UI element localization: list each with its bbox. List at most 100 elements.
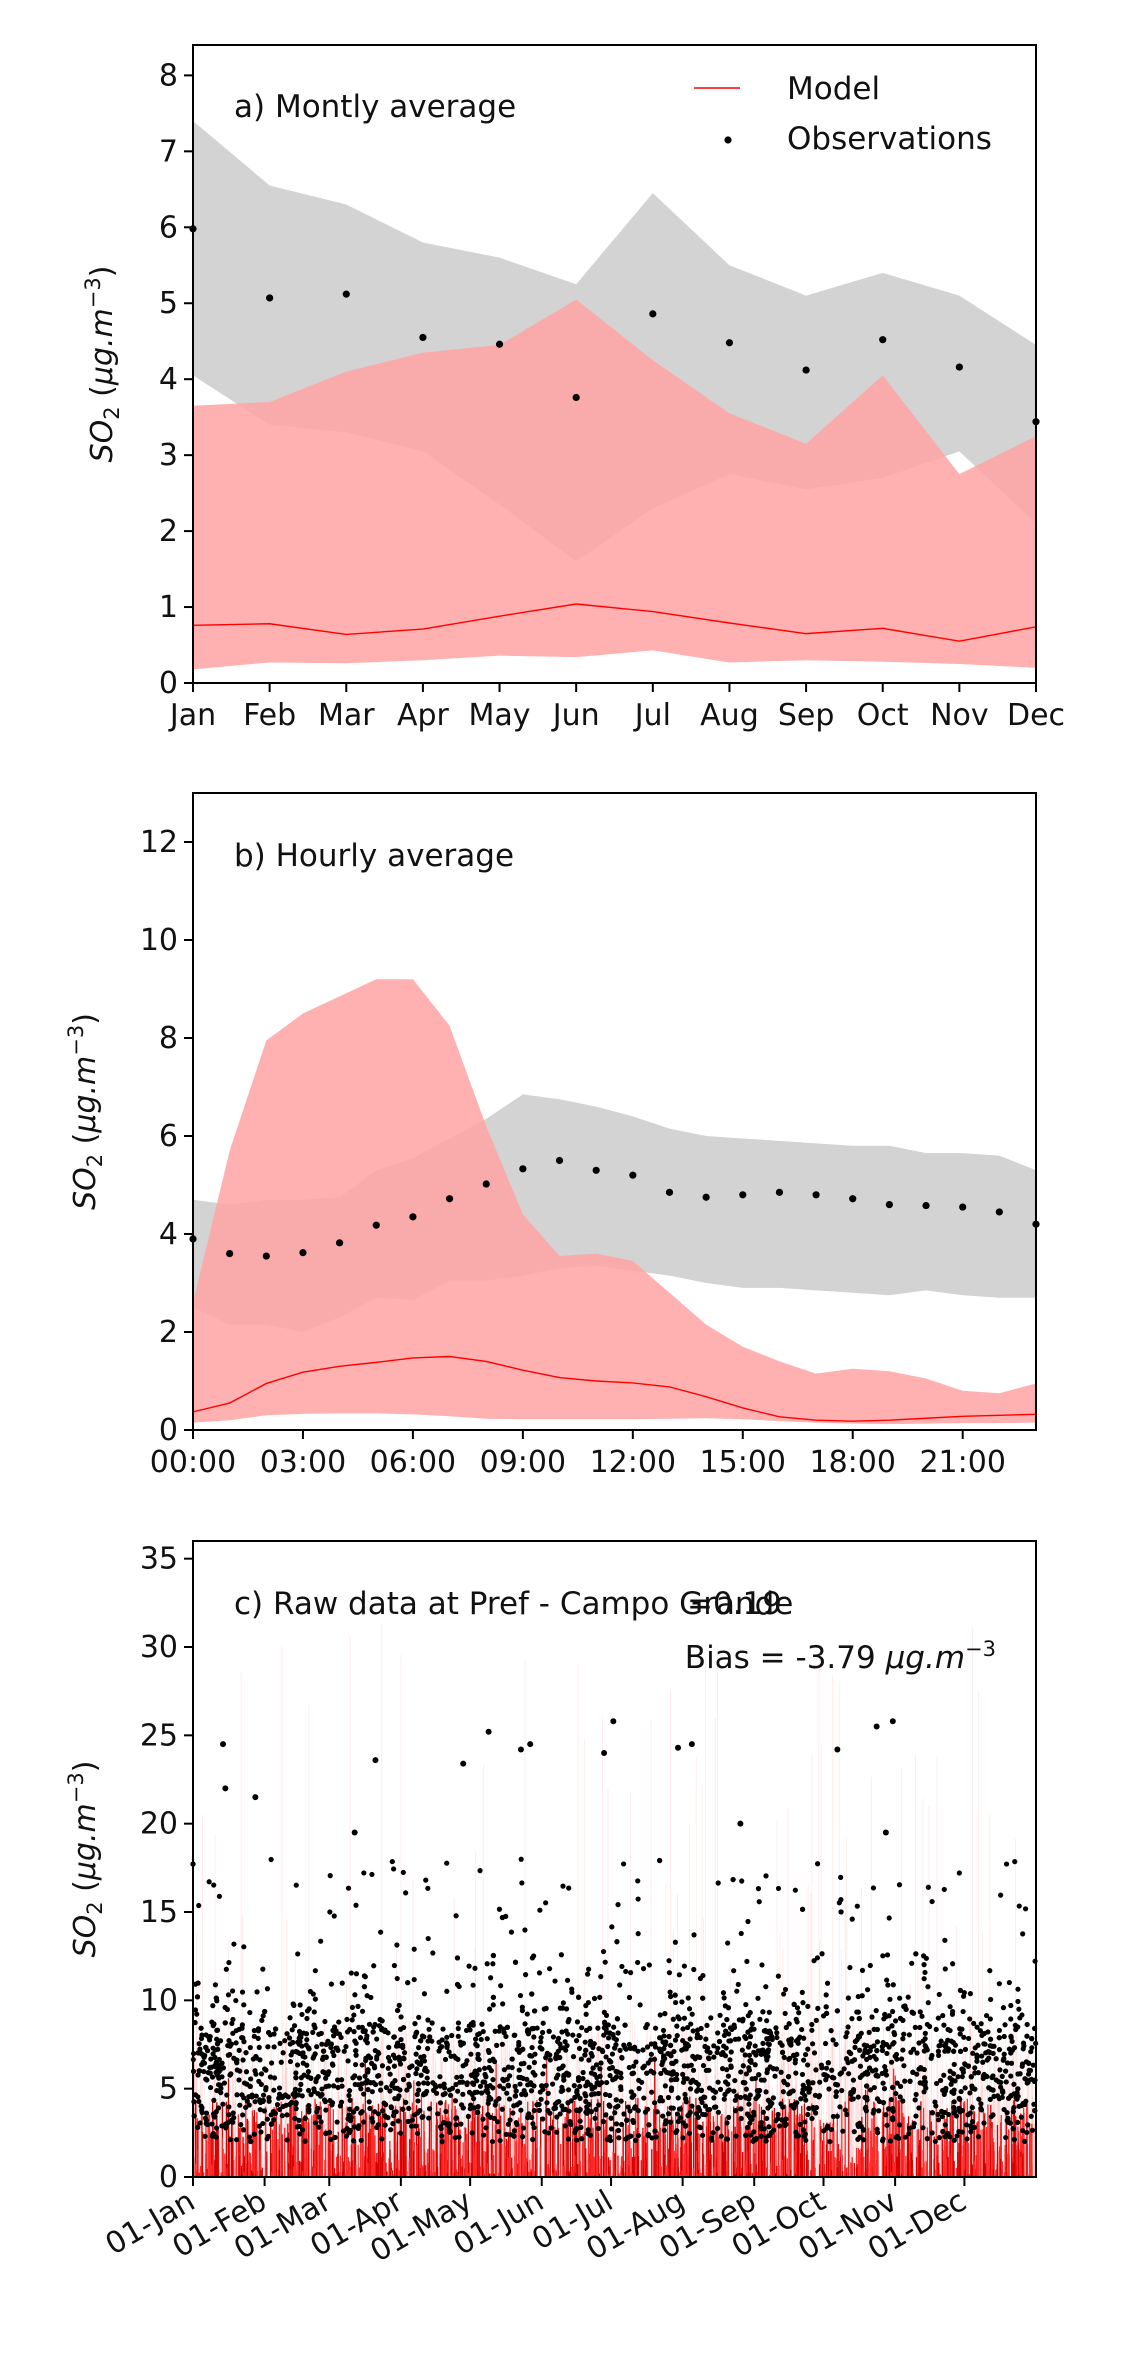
observation-point: [312, 2120, 319, 2126]
observation-point: [248, 2076, 254, 2082]
observation-point: [239, 1989, 246, 1995]
observation-point: [312, 1996, 318, 2002]
observation-point: [678, 2115, 684, 2121]
y-tick-label: 3: [159, 438, 178, 473]
observation-point: [890, 2108, 896, 2114]
observation-point: [929, 2052, 935, 2059]
observation-point: [500, 2001, 506, 2007]
observation-point: [752, 2043, 758, 2049]
observation-point: [593, 2062, 600, 2068]
observation-point: [813, 2067, 819, 2073]
observation-point: [717, 2012, 723, 2018]
observation-point: [725, 1940, 731, 1946]
observation-point: [576, 2045, 583, 2052]
observation-point: [385, 2065, 391, 2071]
observation-point: [417, 2108, 423, 2114]
observation-point: [932, 2099, 938, 2105]
observation-point: [849, 2016, 855, 2022]
observation-point: [764, 2018, 770, 2024]
observation-point: [586, 2057, 592, 2063]
ylabel-so: SO: [68, 1167, 103, 1210]
observation-point: [654, 2109, 660, 2115]
observation-point: [962, 2046, 969, 2053]
observation-point: [1030, 2062, 1036, 2068]
observation-point: [855, 2094, 861, 2100]
observation-point: [444, 1988, 450, 1994]
observation-point: [398, 2014, 404, 2020]
observation-point: [969, 2104, 975, 2111]
observation-point: [687, 2086, 694, 2092]
observation-point: [455, 2025, 461, 2032]
observation-point: [987, 2016, 993, 2022]
observation-point: [953, 2113, 960, 2119]
observation-point: [802, 2051, 809, 2058]
observation-point: [616, 2135, 622, 2141]
observation-point: [355, 2003, 361, 2009]
observation-point: [401, 2056, 407, 2062]
observation-point: [289, 2027, 295, 2033]
observation-point: [859, 1993, 865, 1999]
observation-point: [352, 2073, 358, 2079]
observation-point: [314, 2109, 320, 2115]
observation-point: [912, 2097, 918, 2103]
observation-point: [202, 2115, 209, 2121]
observation-point: [258, 2071, 265, 2077]
y-axis-label: SO2 (μg.m−3): [64, 1013, 107, 1210]
observation-point: [688, 2021, 694, 2027]
observation-point: [827, 2139, 833, 2145]
observation-point: [956, 1870, 962, 1876]
x-tick-label: Sep: [778, 698, 835, 733]
observation-point: [401, 2050, 408, 2056]
observation-point: [385, 2115, 391, 2121]
observation-point: [516, 2067, 522, 2073]
observation-point: [559, 2005, 566, 2011]
y-tick-label: 2: [159, 1315, 178, 1350]
observation-point: [211, 1882, 217, 1888]
observation-point: [308, 2092, 314, 2098]
observation-point: [233, 1997, 239, 2004]
observation-point: [505, 2082, 511, 2088]
observation-point: [267, 2074, 274, 2080]
observation-point: [475, 2051, 481, 2057]
observation-point: [327, 1873, 333, 1879]
observation-point: [755, 1995, 761, 2001]
observation-point: [221, 2080, 228, 2086]
observation-point: [279, 2113, 285, 2119]
observation-point: [951, 2061, 957, 2068]
observation-point: [459, 2079, 466, 2085]
observation-point: [404, 2087, 410, 2093]
observation-point: [814, 1861, 821, 1867]
x-tick-label: 00:00: [150, 1445, 236, 1480]
observation-point: [957, 2109, 963, 2115]
observation-point: [521, 2060, 527, 2067]
panel-label: a) Montly average: [234, 89, 516, 125]
observation-point: [793, 2070, 799, 2076]
observation-point: [933, 2080, 940, 2087]
observation-point: [504, 2090, 510, 2096]
observation-point: [682, 2091, 688, 2098]
observation-point: [508, 1929, 515, 1935]
observation-point: [732, 2097, 738, 2103]
observation-point: [846, 2071, 852, 2077]
observation-point: [967, 1991, 973, 1997]
observation-point: [262, 1252, 270, 1260]
observation-point: [455, 2056, 461, 2062]
observation-point: [640, 1966, 647, 1972]
observation-point: [310, 2029, 316, 2036]
observation-point: [848, 2096, 855, 2102]
observation-point: [1001, 2051, 1007, 2057]
observation-point: [425, 2045, 431, 2052]
observation-point: [254, 1989, 260, 1995]
observation-point: [592, 1166, 600, 1174]
observation-point: [1015, 1998, 1021, 2005]
observation-point: [268, 2060, 275, 2066]
observation-point: [485, 2100, 491, 2107]
observation-point: [947, 2004, 953, 2010]
observation-point: [986, 2055, 992, 2061]
observation-point: [556, 2066, 562, 2072]
observation-point: [879, 336, 887, 344]
observation-point: [672, 2037, 679, 2043]
observation-point: [513, 2088, 519, 2094]
observation-point: [458, 2121, 464, 2127]
observation-point: [603, 2112, 609, 2118]
